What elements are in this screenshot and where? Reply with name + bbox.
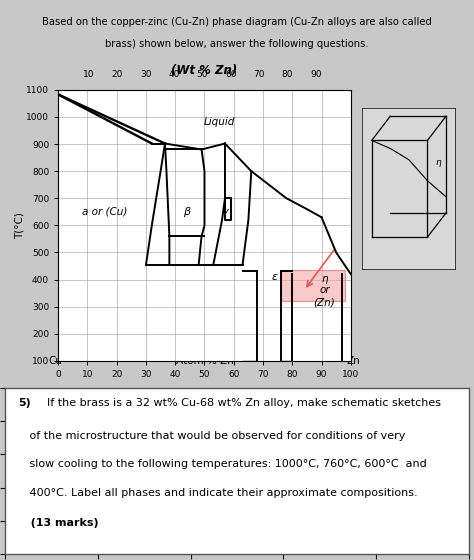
Text: of the microstructure that would be observed for conditions of very: of the microstructure that would be obse… <box>18 431 405 441</box>
Text: 90: 90 <box>310 70 322 79</box>
Text: η
or
(Zn): η or (Zn) <box>314 274 335 307</box>
Y-axis label: T(°C): T(°C) <box>15 212 25 239</box>
Text: 80: 80 <box>282 70 293 79</box>
Text: Based on the copper-zinc (Cu-Zn) phase diagram (Cu-Zn alloys are also called: Based on the copper-zinc (Cu-Zn) phase d… <box>42 17 432 26</box>
Text: 70: 70 <box>254 70 265 79</box>
Text: Zn: Zn <box>346 356 360 366</box>
Text: ε: ε <box>272 272 278 282</box>
Text: (13 marks): (13 marks) <box>18 518 98 528</box>
Text: β: β <box>183 207 191 217</box>
Text: η: η <box>436 157 441 166</box>
Text: 60: 60 <box>225 70 237 79</box>
Text: γ: γ <box>222 207 228 217</box>
Bar <box>281 270 345 301</box>
Text: Cu: Cu <box>49 356 63 366</box>
Text: 400°C. Label all phases and indicate their approximate compositions.: 400°C. Label all phases and indicate the… <box>18 488 417 498</box>
Text: 40: 40 <box>168 70 180 79</box>
Text: 20: 20 <box>111 70 123 79</box>
Text: If the brass is a 32 wt% Cu-68 wt% Zn alloy, make schematic sketches: If the brass is a 32 wt% Cu-68 wt% Zn al… <box>46 398 440 408</box>
Text: 10: 10 <box>83 70 95 79</box>
Text: 50: 50 <box>197 70 208 79</box>
Text: Liquid: Liquid <box>203 118 235 127</box>
Text: a or (Cu): a or (Cu) <box>82 207 128 217</box>
Text: 5): 5) <box>18 398 31 408</box>
Text: slow cooling to the following temperatures: 1000°C, 760°C, 600°C  and: slow cooling to the following temperatur… <box>18 460 427 469</box>
Text: Atom % Zn: Atom % Zn <box>175 356 233 366</box>
Text: (Wt % Zn): (Wt % Zn) <box>172 64 237 77</box>
Text: brass) shown below, answer the following questions.: brass) shown below, answer the following… <box>105 39 369 49</box>
Text: 30: 30 <box>140 70 151 79</box>
